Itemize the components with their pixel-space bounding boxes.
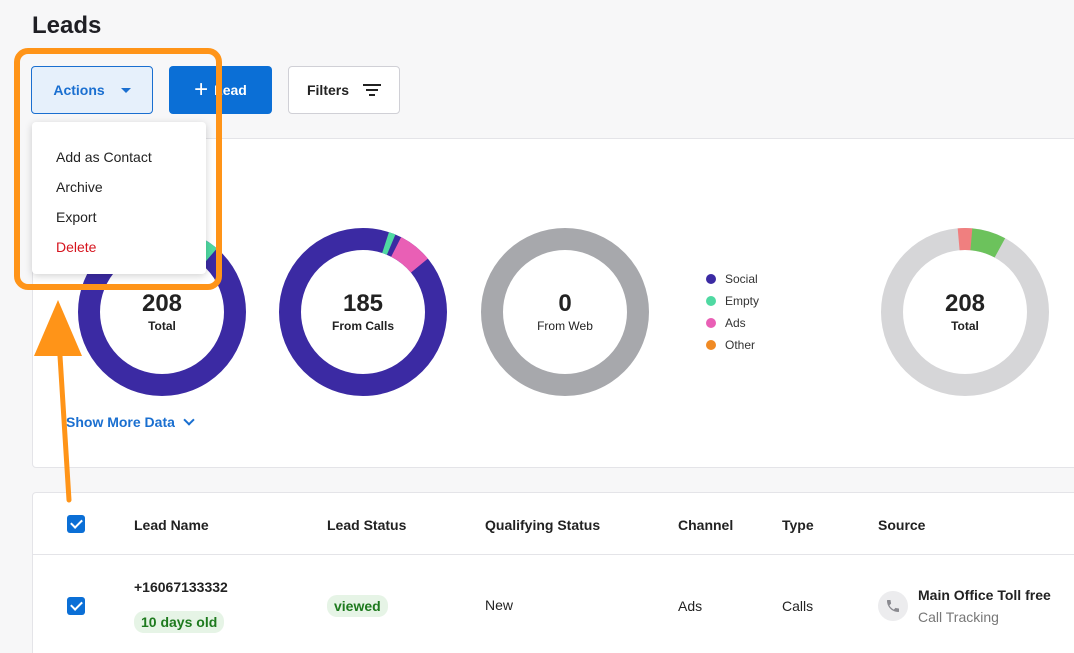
leads-table: Lead Name Lead Status Qualifying Status … bbox=[32, 492, 1074, 653]
legend-item-ads: Ads bbox=[706, 312, 759, 334]
filters-button[interactable]: Filters bbox=[288, 66, 400, 114]
donut-value: 208 bbox=[944, 289, 986, 317]
status-total-donut-chart bbox=[881, 228, 1049, 396]
header-channel[interactable]: Channel bbox=[678, 517, 734, 533]
actions-button[interactable]: Actions bbox=[31, 66, 153, 114]
header-lead-name[interactable]: Lead Name bbox=[134, 517, 209, 533]
legend-label: Other bbox=[725, 338, 756, 352]
legend-label: Ads bbox=[725, 316, 746, 330]
legend-dot bbox=[706, 274, 716, 284]
from-web-donut: 0 From Web bbox=[481, 228, 649, 396]
show-more-label: Show More Data bbox=[66, 414, 175, 430]
table-header: Lead Name Lead Status Qualifying Status … bbox=[33, 493, 1074, 555]
menu-item-add-as-contact[interactable]: Add as Contact bbox=[56, 149, 152, 165]
plus-icon: + bbox=[194, 76, 209, 103]
donut-label: From Calls bbox=[331, 318, 394, 333]
caret-down-icon bbox=[120, 87, 131, 93]
phone-icon bbox=[878, 591, 908, 621]
header-type[interactable]: Type bbox=[782, 517, 814, 533]
status-total-donut: 208 Total bbox=[881, 228, 1049, 396]
lead-phone[interactable]: +16067133332 bbox=[134, 579, 228, 595]
donut-label: Total bbox=[951, 318, 979, 333]
select-all-checkbox[interactable] bbox=[67, 515, 85, 533]
donut-value: 0 bbox=[558, 289, 572, 317]
page-title: Leads bbox=[32, 12, 102, 39]
header-qualifying-status[interactable]: Qualifying Status bbox=[485, 517, 601, 533]
legend-dot bbox=[706, 340, 716, 350]
chevron-down-icon bbox=[183, 414, 195, 426]
legend-dot bbox=[706, 296, 716, 306]
type: Calls bbox=[782, 598, 814, 614]
menu-item-export[interactable]: Export bbox=[56, 209, 97, 225]
add-lead-button-label: Lead bbox=[214, 82, 247, 98]
header-lead-status[interactable]: Lead Status bbox=[327, 517, 407, 533]
donut-value: 208 bbox=[141, 289, 183, 317]
legend-item-other: Other bbox=[706, 334, 759, 356]
from-calls-donut: 185 From Calls bbox=[279, 228, 447, 396]
row-checkbox[interactable] bbox=[67, 597, 85, 615]
show-more-data-link[interactable]: Show More Data bbox=[66, 414, 195, 430]
donut-label: Total bbox=[148, 318, 176, 333]
header-source[interactable]: Source bbox=[878, 517, 926, 533]
lead-age-badge: 10 days old bbox=[134, 611, 225, 633]
source-subtitle: Call Tracking bbox=[918, 609, 999, 625]
donut-label: From Web bbox=[537, 318, 593, 333]
lead-status-badge: viewed bbox=[327, 595, 388, 617]
donut-value: 185 bbox=[342, 289, 384, 317]
arrow-up-icon bbox=[34, 300, 82, 503]
menu-item-archive[interactable]: Archive bbox=[56, 179, 103, 195]
actions-dropdown-menu: Add as Contact Archive Export Delete bbox=[32, 122, 206, 274]
legend-dot bbox=[706, 318, 716, 328]
source-legend: Social Empty Ads Other bbox=[706, 268, 759, 356]
filter-icon bbox=[363, 84, 381, 96]
source-name: Main Office Toll free bbox=[918, 587, 1051, 603]
actions-button-label: Actions bbox=[53, 82, 105, 98]
filters-button-label: Filters bbox=[306, 82, 349, 98]
channel: Ads bbox=[678, 598, 703, 614]
highlight-box bbox=[14, 48, 222, 290]
legend-label: Social bbox=[725, 272, 758, 286]
menu-item-delete[interactable]: Delete bbox=[56, 239, 97, 255]
from-calls-donut-chart bbox=[279, 228, 447, 396]
from-web-donut-chart bbox=[481, 228, 649, 396]
qualifying-status: New bbox=[485, 597, 514, 613]
legend-item-empty: Empty bbox=[706, 290, 759, 312]
legend-item-social: Social bbox=[706, 268, 759, 290]
legend-label: Empty bbox=[725, 294, 760, 308]
